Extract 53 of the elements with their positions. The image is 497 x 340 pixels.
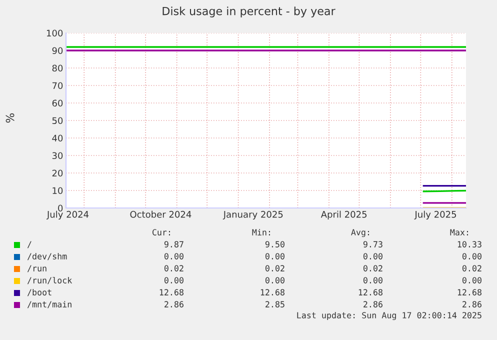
y-tick-label: 80 — [52, 64, 63, 72]
y-tick-label: 10 — [52, 187, 63, 194]
text: Avg: — [351, 229, 369, 238]
text: 2.86 — [462, 301, 482, 308]
y-tick-label: 60 — [52, 100, 63, 107]
text: 0.00 — [363, 277, 382, 284]
text: 0.02 — [164, 265, 184, 272]
x-tick-label: January 2025 — [222, 210, 283, 220]
text: 0.00 — [265, 253, 284, 260]
legend-label: /run — [27, 265, 46, 272]
text: 0.00 — [265, 277, 284, 284]
text: 12.68 — [458, 289, 482, 296]
y-tick-label: 90 — [52, 47, 63, 54]
y-axis-title: % — [6, 113, 14, 123]
text: 9.50 — [265, 241, 284, 248]
text: 0.00 — [462, 253, 482, 260]
text: 0.00 — [363, 253, 382, 260]
text: 0.00 — [164, 277, 184, 284]
y-tick-label: 20 — [52, 170, 63, 177]
x-tick-label: October 2024 — [130, 210, 192, 218]
legend-label: /run/lock — [27, 276, 72, 284]
text: Min: — [252, 228, 270, 236]
text: 12.68 — [260, 289, 284, 296]
text: 0.02 — [462, 265, 482, 272]
y-tick-label: 70 — [52, 82, 63, 90]
chart-title: Disk usage in percent - by year — [162, 6, 336, 18]
text: 9.73 — [363, 241, 382, 248]
y-tick-label: 30 — [52, 152, 63, 160]
x-tick-label: April 2025 — [320, 210, 367, 220]
text: 10.33 — [458, 241, 482, 248]
x-tick-label: July 2025 — [414, 210, 456, 220]
text: Cur: — [152, 229, 170, 236]
text: 2.85 — [266, 301, 284, 308]
legend-label: / — [27, 241, 32, 248]
legend-label: /dev/shm — [27, 252, 67, 260]
y-tick-label: 50 — [52, 117, 63, 124]
text: 2.86 — [164, 301, 184, 308]
y-tick-label: 0 — [58, 204, 63, 212]
text: Max: — [450, 229, 468, 236]
x-tick-label: July 2024 — [46, 210, 89, 220]
text: 0.00 — [164, 253, 184, 260]
text: 0.02 — [265, 265, 284, 272]
legend-label: /boot — [27, 288, 52, 296]
text: 12.68 — [358, 289, 382, 296]
legend-label: /mnt/main — [27, 300, 72, 308]
text: 2.86 — [364, 301, 382, 308]
text: 9.87 — [164, 241, 184, 248]
text: 0.00 — [462, 277, 482, 284]
text: Last update: Sun Aug 17 02:00:14 2025 — [297, 312, 482, 320]
text: 0.02 — [363, 265, 382, 272]
text: 12.68 — [160, 289, 184, 296]
y-tick-label: 40 — [52, 134, 63, 142]
y-tick-label: 100 — [46, 30, 63, 37]
